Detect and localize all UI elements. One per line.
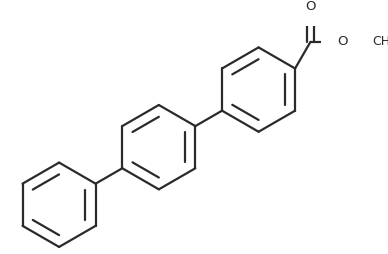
Text: CH₃: CH₃ bbox=[372, 35, 388, 48]
Text: O: O bbox=[305, 0, 316, 13]
Text: O: O bbox=[337, 35, 348, 48]
